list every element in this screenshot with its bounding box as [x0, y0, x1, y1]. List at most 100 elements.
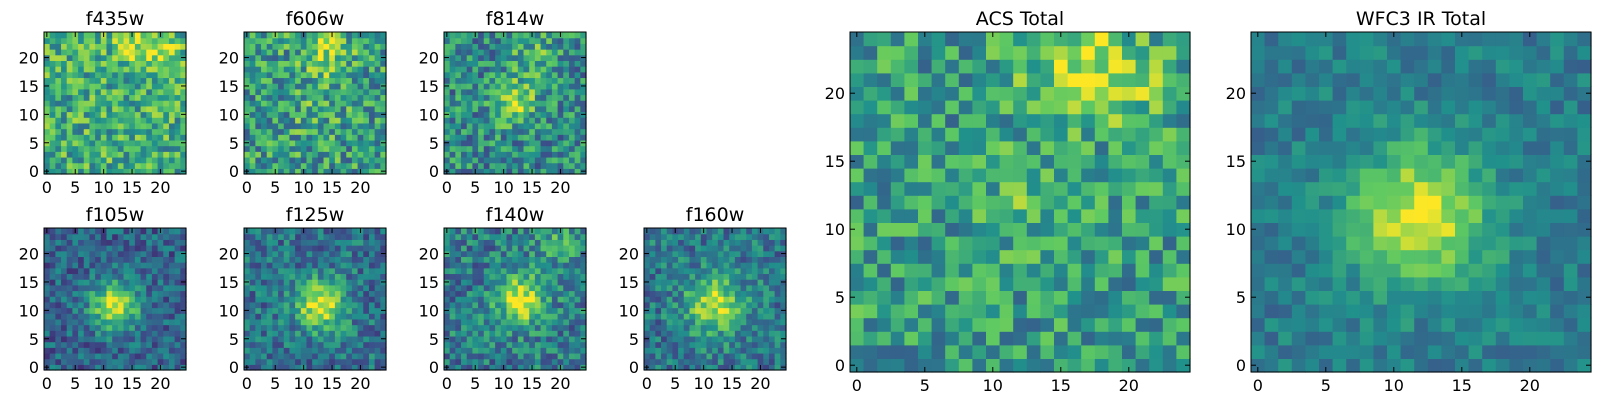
heatmap-cell [295, 128, 302, 135]
heatmap-cell [523, 313, 530, 320]
heatmap-cell [546, 341, 553, 348]
heatmap-cell [1162, 276, 1177, 291]
heatmap-cell [712, 324, 719, 331]
heatmap-cell [180, 256, 187, 263]
heatmap-cell [83, 250, 91, 257]
heatmap-cell [289, 330, 296, 337]
heatmap-cell [255, 330, 262, 337]
heatmap-cell [317, 245, 325, 252]
heatmap-cell [61, 318, 68, 326]
heatmap-cell [466, 66, 473, 73]
y-tick-label: 5 [29, 330, 39, 349]
heatmap-cell [563, 358, 570, 365]
heatmap-cell [763, 296, 770, 303]
heatmap-cell [472, 279, 479, 286]
heatmap-cell [346, 151, 353, 158]
heatmap-cell [129, 318, 136, 326]
heatmap-cell [734, 324, 742, 331]
heatmap-cell [180, 358, 187, 365]
heatmap-cell [478, 341, 485, 348]
heatmap-cell [117, 43, 125, 50]
heatmap-cell [129, 139, 136, 147]
heatmap-cell [66, 245, 73, 252]
heatmap-cell [655, 301, 662, 309]
heatmap-cell [295, 341, 302, 348]
heatmap-cell [55, 105, 62, 113]
heatmap-cell [83, 105, 91, 113]
heatmap-cell [380, 296, 387, 303]
heatmap-cell [289, 250, 296, 257]
heatmap-cell [466, 54, 473, 61]
heatmap-cell [140, 66, 147, 73]
heatmap-cell [55, 151, 62, 158]
heatmap-cell [574, 145, 581, 152]
heatmap-cell [49, 335, 56, 343]
heatmap-cell [931, 249, 946, 264]
heatmap-cell [146, 128, 153, 135]
heatmap-cell [890, 304, 905, 319]
heatmap-cell [157, 122, 164, 130]
heatmap-cell [174, 313, 181, 320]
heatmap-cell [112, 151, 119, 158]
heatmap-cell [483, 83, 491, 90]
heatmap-cell [117, 100, 125, 107]
heatmap-cell [863, 168, 878, 183]
heatmap-cell [317, 279, 325, 286]
heatmap-cell [678, 364, 685, 371]
heatmap-cell [523, 66, 530, 73]
heatmap-cell [649, 347, 656, 354]
heatmap-cell [346, 105, 353, 113]
heatmap-cell [466, 168, 473, 175]
heatmap-cell [78, 364, 85, 371]
heatmap-cell [455, 233, 462, 240]
heatmap-cell [123, 54, 130, 61]
heatmap-cell [449, 37, 456, 44]
heatmap-cell [877, 263, 892, 278]
heatmap-cell [529, 145, 536, 152]
heatmap-cell [49, 145, 56, 152]
heatmap-cell [1135, 208, 1150, 223]
heatmap-cell [517, 105, 525, 113]
heatmap-cell [551, 71, 559, 79]
heatmap-cell [157, 313, 164, 320]
heatmap-cell [129, 290, 136, 297]
heatmap-cell [295, 100, 302, 107]
heatmap-cell [249, 358, 256, 365]
heatmap-cell [563, 313, 570, 320]
heatmap-cell [44, 37, 51, 44]
heatmap-cell [157, 83, 164, 90]
heatmap-cell [49, 273, 56, 280]
heatmap-cell [334, 83, 342, 90]
heatmap-cell [472, 117, 479, 124]
heatmap-cell [678, 273, 685, 280]
heatmap-cell [890, 168, 905, 183]
heatmap-cell [140, 134, 147, 141]
heatmap-cell [317, 239, 325, 246]
heatmap-cell [346, 77, 353, 84]
heatmap-cell [61, 94, 68, 101]
heatmap-cell [495, 279, 502, 286]
heatmap-cell [340, 60, 347, 67]
heatmap-cell [506, 83, 513, 90]
heatmap-cell [78, 145, 85, 152]
heatmap-cell [546, 335, 553, 343]
heatmap-cell [557, 307, 564, 314]
heatmap-cell [540, 77, 547, 84]
heatmap-cell [546, 290, 553, 297]
heatmap-cell [1176, 290, 1191, 305]
heatmap-cell [255, 318, 262, 326]
heatmap-cell [317, 105, 325, 113]
heatmap-cell [512, 313, 519, 320]
heatmap-cell [478, 43, 485, 50]
heatmap-cell [455, 71, 462, 79]
heatmap-cell [306, 151, 313, 158]
heatmap-cell [380, 273, 387, 280]
heatmap-cell [363, 239, 370, 246]
heatmap-cell [168, 364, 176, 371]
heatmap-cell [123, 335, 130, 343]
heatmap-cell [323, 239, 330, 246]
heatmap-cell [495, 256, 502, 263]
heatmap-cell [357, 347, 364, 354]
heatmap-cell [512, 262, 519, 269]
heatmap-cell [746, 284, 753, 292]
